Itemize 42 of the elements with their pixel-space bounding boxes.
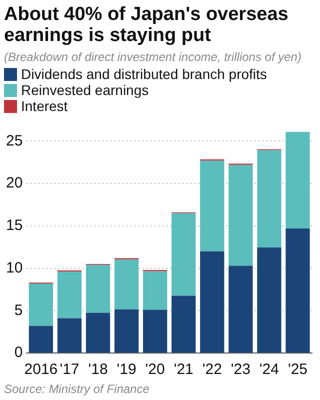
bar — [28, 284, 54, 326]
bar — [200, 251, 224, 352]
bar — [228, 164, 253, 266]
legend-label: Dividends and distributed branch profits — [21, 66, 267, 82]
bar — [86, 312, 110, 352]
x-tick-label: '25 — [288, 361, 308, 378]
x-tick-label: '19 — [116, 361, 136, 378]
bar — [57, 318, 82, 352]
source-note: Source: Ministry of Finance — [4, 382, 150, 396]
chart-subtitle: (Breakdown of direct investment income, trillions of yen) — [4, 50, 302, 64]
bar — [257, 248, 282, 352]
y-tick-label: 0 — [14, 344, 23, 362]
y-tick-label: 20 — [6, 174, 23, 192]
y-tick-label: 15 — [6, 217, 23, 234]
y-tick-label: 5 — [14, 302, 23, 319]
bar — [257, 150, 282, 248]
x-tick-label: '20 — [145, 361, 165, 378]
bar — [28, 326, 54, 352]
bar — [57, 272, 82, 318]
y-tick-label: 10 — [6, 259, 23, 276]
x-tick-label: '22 — [202, 361, 222, 378]
x-tick-label: 2016 — [24, 361, 58, 378]
legend-label: Reinvested earnings — [21, 82, 149, 98]
chart-title: About 40% of Japan's overseas earnings is staying put — [4, 4, 290, 46]
bar — [172, 296, 196, 352]
x-tick-label: '24 — [259, 361, 279, 378]
legend-label: Interest — [21, 98, 68, 114]
bar — [286, 132, 310, 228]
bar — [228, 266, 253, 352]
bar — [172, 213, 196, 296]
x-tick-label: '21 — [174, 361, 194, 378]
y-tick-label: 25 — [6, 132, 23, 150]
x-tick-label: '23 — [230, 361, 250, 378]
bar — [143, 271, 168, 310]
bar — [143, 310, 168, 352]
bar — [114, 259, 139, 310]
bar — [114, 309, 139, 352]
x-tick-label: '17 — [60, 361, 80, 378]
bar — [200, 160, 224, 252]
bar — [286, 228, 310, 352]
x-tick-label: '18 — [88, 361, 108, 378]
bar — [86, 264, 110, 313]
